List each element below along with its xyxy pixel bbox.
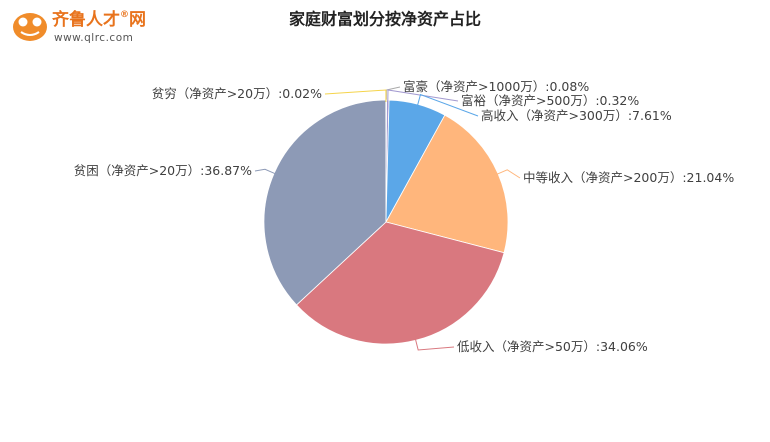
value-label: :0.32% (595, 93, 639, 108)
logo-brand: 齐鲁人才®网 (52, 9, 146, 30)
logo-brand-text: 齐鲁人才 (52, 9, 120, 30)
value-label: :36.87% (200, 163, 252, 178)
value-label: :7.61% (628, 108, 672, 123)
slice-label: 低收入（净资产>50万）:34.06% (457, 339, 648, 354)
leader-line (387, 89, 459, 103)
category-label: 高收入（净资产>300万） (481, 108, 628, 123)
slice-label: 富豪（净资产>1000万）:0.08% (403, 79, 589, 94)
slice-label: 中等收入（净资产>200万）:21.04% (523, 170, 734, 185)
value-label: :21.04% (682, 170, 734, 185)
logo-url: www.qlrc.com (54, 32, 133, 44)
slice-label: 高收入（净资产>300万）:7.61% (481, 108, 672, 123)
logo: 齐鲁人才®网 www.qlrc.com (13, 9, 146, 44)
value-label: :0.08% (545, 79, 589, 94)
logo-eye (32, 17, 42, 27)
slice-label: 贫困（净资产>20万）:36.87% (74, 163, 252, 178)
logo-mouth (20, 31, 40, 36)
category-label: 富豪（净资产>1000万） (403, 79, 545, 94)
chart-title: 家庭财富划分按净资产占比 (289, 10, 481, 29)
leader-line (324, 89, 387, 103)
value-label: :0.02% (278, 86, 322, 101)
logo-registered: ® (120, 10, 129, 20)
category-label: 贫困（净资产>20万） (74, 163, 200, 178)
slice-label: 富裕（净资产>500万）:0.32% (461, 93, 639, 108)
category-label: 低收入（净资产>50万） (457, 339, 596, 354)
category-label: 富裕（净资产>500万） (461, 93, 595, 108)
logo-eye (18, 17, 28, 27)
leader-line (496, 169, 521, 179)
leader-line (254, 168, 277, 175)
leader-line (416, 93, 479, 117)
category-label: 中等收入（净资产>200万） (523, 170, 682, 185)
logo-suffix: 网 (129, 10, 146, 30)
slice-label: 贫穷（净资产>20万）:0.02% (152, 86, 322, 101)
leader-line (414, 338, 455, 351)
category-label: 贫穷（净资产>20万） (152, 86, 278, 101)
value-label: :34.06% (596, 339, 648, 354)
logo-icon (13, 13, 47, 41)
